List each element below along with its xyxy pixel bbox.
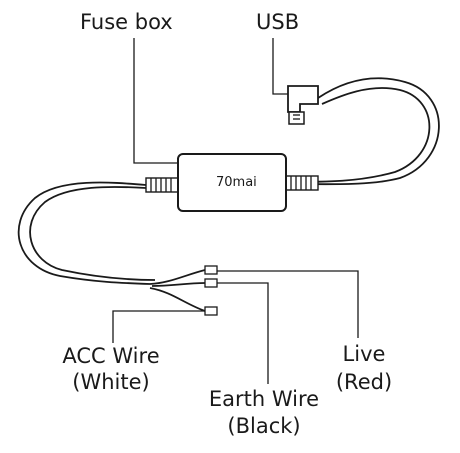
acc-color-label: (White) xyxy=(72,370,150,394)
left-strain-relief xyxy=(145,177,179,193)
wire-split xyxy=(149,265,218,316)
fuse-box-label: Fuse box xyxy=(80,10,173,34)
usb-leader xyxy=(272,38,288,95)
usb-connector xyxy=(287,85,319,125)
earth-wire-label: Earth Wire xyxy=(208,387,320,411)
live-wire-tip xyxy=(204,265,218,275)
live-color-label: (Red) xyxy=(335,370,393,394)
acc-wire-label: ACC Wire xyxy=(62,344,160,368)
leader-lines xyxy=(112,38,359,384)
usb-cable xyxy=(286,77,440,186)
earth-wire-tip xyxy=(204,278,218,288)
acc-wire-tip xyxy=(204,306,218,316)
right-strain-relief xyxy=(285,175,319,191)
fuse-box-module xyxy=(177,153,287,212)
live-leader xyxy=(215,270,359,338)
fuse-box-leader xyxy=(133,38,183,164)
acc-leader xyxy=(112,310,205,343)
brand-label: 70mai xyxy=(216,175,257,190)
input-cable xyxy=(17,181,156,285)
earth-color-label: (Black) xyxy=(227,414,301,438)
usb-label: USB xyxy=(256,10,300,34)
earth-leader xyxy=(205,282,269,384)
live-label: Live xyxy=(342,342,386,366)
